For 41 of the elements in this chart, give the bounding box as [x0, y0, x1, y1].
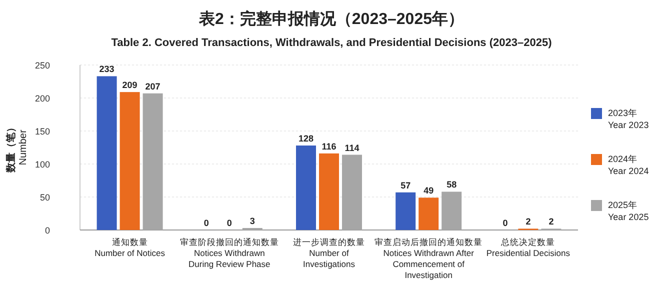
- bar: [319, 153, 339, 230]
- y-tick-label: 150: [34, 126, 50, 136]
- data-label: 0: [226, 218, 232, 228]
- data-label: 0: [502, 218, 508, 228]
- data-label: 57: [400, 180, 411, 190]
- data-label: 2: [548, 216, 554, 227]
- y-tick-label: 50: [40, 192, 50, 202]
- data-label: 114: [344, 142, 360, 153]
- data-label: 207: [145, 81, 160, 92]
- bar: [342, 154, 362, 230]
- data-label: 58: [446, 180, 457, 190]
- data-label: 49: [424, 186, 434, 196]
- bar: [120, 92, 140, 230]
- legend-label: 2024年 Year 2024: [608, 154, 649, 176]
- y-axis-title: 数量（笔） Number: [5, 122, 29, 174]
- x-tick-label: 审查阶段撤回的通知数量 Notices Withdrawn During Review Phase: [180, 237, 279, 269]
- legend-label: 2023年 Year 2023: [608, 108, 649, 130]
- x-tick-label: 通知数量 Number of Notices: [94, 237, 165, 258]
- data-label: 2: [526, 216, 531, 227]
- data-label: 128: [298, 134, 314, 144]
- bar: [296, 146, 316, 230]
- data-label: 209: [122, 80, 138, 90]
- bar: [442, 192, 462, 230]
- y-tick-label: 200: [34, 94, 50, 104]
- bar: [142, 93, 163, 230]
- y-tick-label: 100: [34, 160, 50, 170]
- x-tick-label: 审查启动后撤回的通知数量 Notices Withdrawn After Commencement of Investigation: [374, 237, 483, 280]
- chart-subtitle: Table 2. Covered Transactions, Withdrawals, and Presidential Decisions (2023–2025): [111, 37, 552, 49]
- data-label: 3: [250, 216, 255, 226]
- bar: [418, 198, 439, 230]
- data-label: 116: [322, 141, 336, 152]
- x-tick-label: 进一步调查的数量 Number of Investigations: [293, 237, 365, 269]
- y-tick-label: 0: [44, 226, 50, 236]
- data-label: 0: [204, 218, 209, 228]
- legend-label: 2025年 Year 2025: [608, 200, 649, 222]
- data-label: 233: [99, 64, 114, 74]
- bar: [96, 76, 117, 230]
- y-tick-label: 250: [34, 60, 50, 70]
- bar: [396, 192, 416, 230]
- chart-title: 表2：完整申报情况（2023–2025年）: [198, 9, 464, 28]
- x-tick-label: 总统决定数量 Presidential Decisions: [486, 237, 570, 258]
